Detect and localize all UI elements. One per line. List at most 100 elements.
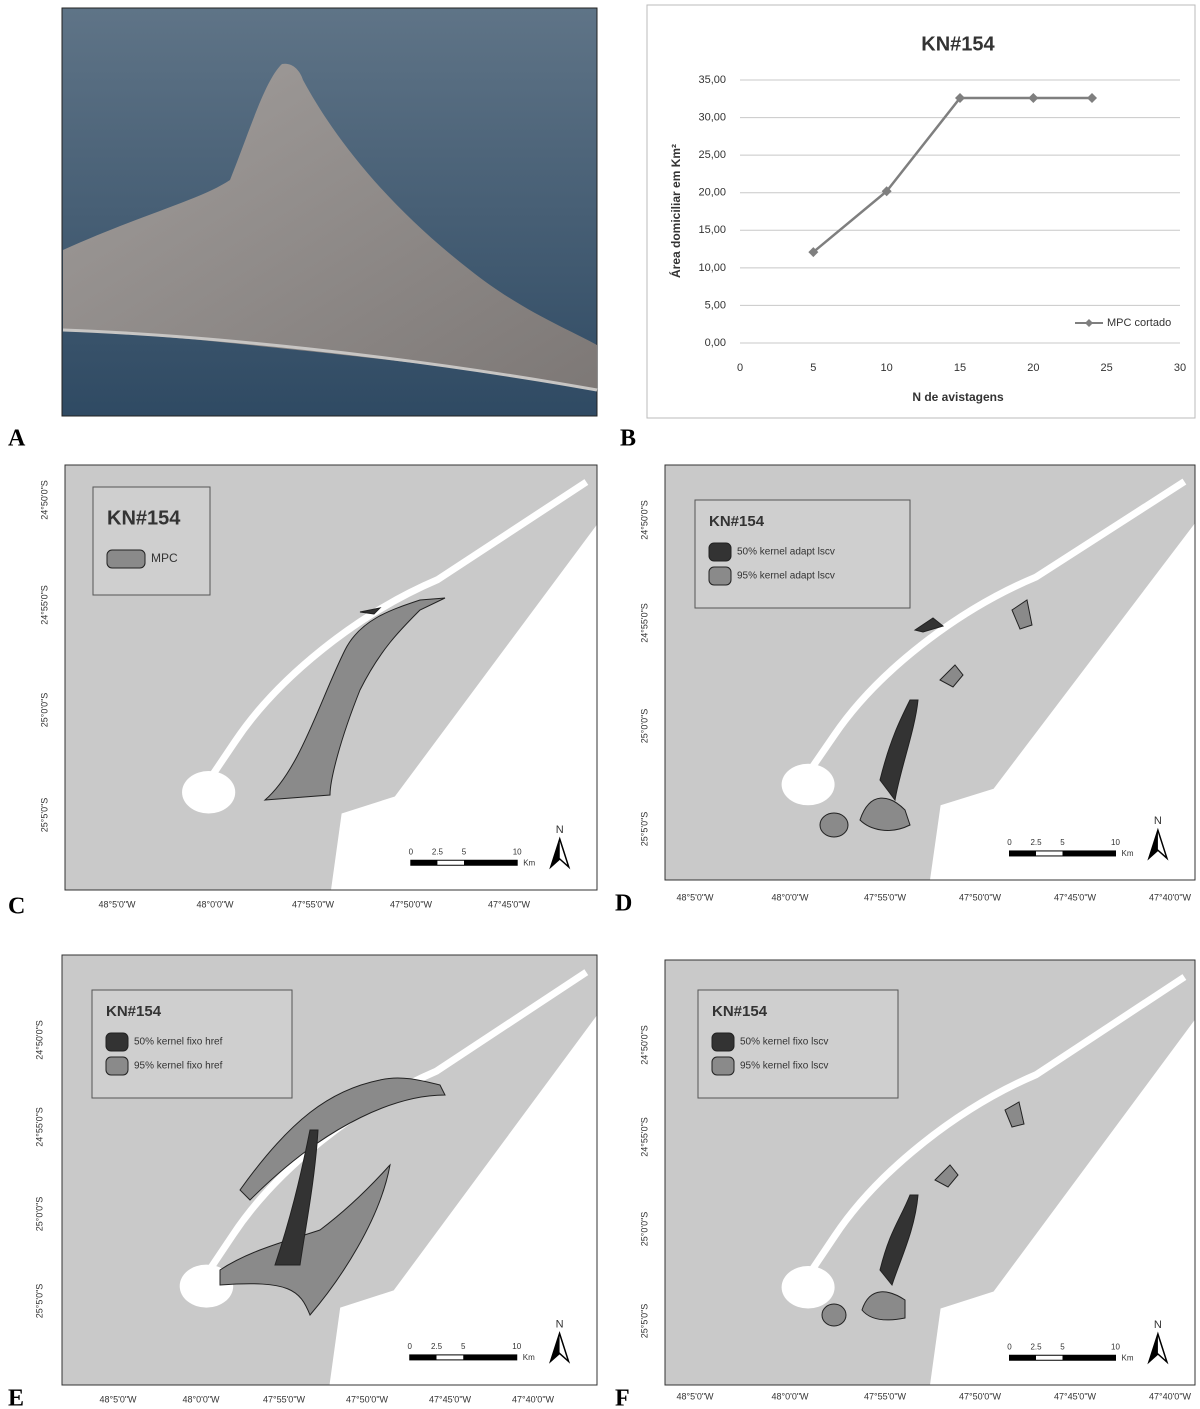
map-lagoon xyxy=(782,1266,835,1309)
map-legend-label: 95% kernel adapt lscv xyxy=(737,571,835,582)
x-axis-label: N de avistagens xyxy=(912,390,1004,404)
y-tick-label: 0,00 xyxy=(705,337,726,349)
y-tick-label: 10,00 xyxy=(698,262,726,274)
map-x-tick-label: 47°55'0"W xyxy=(292,899,335,909)
scale-label: Km xyxy=(523,1353,535,1362)
map-legend-swatch xyxy=(709,543,731,561)
map-legend-swatch xyxy=(106,1033,128,1051)
scale-label: 0 xyxy=(409,847,414,856)
map-y-tick-label: 24°55'0"S xyxy=(34,1107,44,1147)
scale-label: Km xyxy=(1122,849,1134,858)
map-x-tick-label: 47°40'0"W xyxy=(1149,892,1192,902)
map-legend-title: KN#154 xyxy=(106,1003,162,1020)
map: KN#154 MPC 48°5'0"W 48°0'0"W 47°55'0"W 47°50'… xyxy=(8,465,597,920)
panel-label: F xyxy=(615,1386,630,1409)
map-x-tick-label: 47°55'0"W xyxy=(263,1394,306,1404)
panel-label: D xyxy=(615,891,632,917)
map-lagoon xyxy=(782,764,835,806)
map-y-tick-label: 24°55'0"S xyxy=(39,585,49,625)
map-legend-label: 50% kernel fixo href xyxy=(134,1037,223,1048)
scale-label: 2.5 xyxy=(431,1342,443,1351)
north-label: N xyxy=(556,1318,564,1330)
scale-bar-fill xyxy=(410,1355,437,1360)
map-y-tick-label: 24°50'0"S xyxy=(639,1025,649,1065)
map-y-tick-label: 25°0'0"S xyxy=(34,1197,44,1232)
map-x-tick-label: 47°45'0"W xyxy=(1054,1391,1097,1401)
scale-label: 2.5 xyxy=(432,847,444,856)
map-legend-swatch xyxy=(712,1057,734,1075)
map-legend-title: KN#154 xyxy=(709,513,765,530)
x-tick-label: 5 xyxy=(810,362,816,374)
y-tick-label: 30,00 xyxy=(698,111,726,123)
y-tick-label: 25,00 xyxy=(698,149,726,161)
map-legend-swatch xyxy=(107,550,145,568)
scale-label: 10 xyxy=(1111,1342,1120,1351)
photo xyxy=(62,8,597,416)
map-x-tick-label: 47°50'0"W xyxy=(959,892,1002,902)
map-x-tick-label: 48°5'0"W xyxy=(99,1394,137,1404)
map-y-tick-label: 25°5'0"S xyxy=(639,812,649,847)
scale-label: 5 xyxy=(461,1342,466,1351)
map-legend-swatch xyxy=(106,1057,128,1075)
y-tick-label: 35,00 xyxy=(698,74,726,86)
map-x-tick-label: 48°0'0"W xyxy=(196,899,234,909)
map-y-tick-label: 25°5'0"S xyxy=(39,798,49,833)
x-tick-label: 20 xyxy=(1027,362,1039,374)
map-x-tick-label: 47°40'0"W xyxy=(1149,1391,1192,1401)
scale-label: 2.5 xyxy=(1030,1342,1042,1351)
map-y-tick-label: 24°50'0"S xyxy=(639,500,649,540)
map-y-tick-label: 24°50'0"S xyxy=(34,1020,44,1060)
map-legend-title: KN#154 xyxy=(107,507,181,529)
map-y-tick-label: 25°0'0"S xyxy=(39,693,49,728)
scale-label: 0 xyxy=(408,1342,413,1351)
chart-title: KN#154 xyxy=(921,33,995,55)
map-x-tick-label: 47°45'0"W xyxy=(488,899,531,909)
maps: KN#154 MPC 48°5'0"W 48°0'0"W 47°55'0"W 47°50'… xyxy=(8,465,1195,1409)
map-legend-label: 50% kernel fixo lscv xyxy=(740,1037,828,1048)
map: KN#154 50% kernel adapt lscv 95% kernel ad… xyxy=(615,465,1195,917)
map-legend-label: MPC xyxy=(151,551,178,565)
legend-label: MPC cortado xyxy=(1107,317,1171,329)
x-tick-label: 10 xyxy=(881,362,893,374)
scale-label: 5 xyxy=(1060,1342,1065,1351)
scale-bar-fill xyxy=(411,860,438,865)
scale-label: 5 xyxy=(1060,838,1065,847)
map-x-tick-label: 47°45'0"W xyxy=(429,1394,472,1404)
map-legend-label: 95% kernel fixo href xyxy=(134,1061,223,1072)
north-label: N xyxy=(1154,815,1162,827)
scale-label: 10 xyxy=(1111,838,1120,847)
figure: A B KN#154 N de avistagens Área domicili… xyxy=(0,0,1200,1409)
map-y-tick-label: 25°5'0"S xyxy=(639,1304,649,1339)
scale-bar-fill xyxy=(1063,851,1116,856)
scale-label: 2.5 xyxy=(1030,838,1042,847)
scale-label: Km xyxy=(523,858,535,867)
scale-label: 0 xyxy=(1007,1342,1012,1351)
map-legend-swatch xyxy=(709,567,731,585)
map-legend-label: 50% kernel adapt lscv xyxy=(737,547,835,558)
scale-label: 10 xyxy=(513,847,522,856)
map-x-tick-label: 47°50'0"W xyxy=(390,899,433,909)
x-tick-label: 15 xyxy=(954,362,966,374)
map-legend-title: KN#154 xyxy=(712,1003,768,1020)
scale-bar-fill xyxy=(1010,851,1037,856)
map-x-tick-label: 48°5'0"W xyxy=(98,899,136,909)
map: KN#154 50% kernel fixo href 95% kernel fix… xyxy=(8,955,597,1409)
map-x-tick-label: 48°0'0"W xyxy=(771,1391,809,1401)
map-x-tick-label: 47°55'0"W xyxy=(864,1391,907,1401)
scale-bar-fill xyxy=(463,1355,517,1360)
map-y-tick-label: 25°5'0"S xyxy=(34,1284,44,1319)
scale-label: 0 xyxy=(1007,838,1012,847)
kernel-area xyxy=(822,1304,846,1326)
map-y-tick-label: 25°0'0"S xyxy=(639,1212,649,1247)
map-x-tick-label: 48°5'0"W xyxy=(676,1391,714,1401)
panel-label: A xyxy=(8,426,26,452)
scale-bar-fill xyxy=(464,860,517,865)
map-x-tick-label: 47°40'0"W xyxy=(512,1394,555,1404)
map-legend-box xyxy=(93,487,210,595)
scale-label: 5 xyxy=(462,847,467,856)
y-axis-label: Área domiciliar em Km² xyxy=(668,144,683,278)
panel-label: C xyxy=(8,894,25,920)
map-x-tick-label: 48°0'0"W xyxy=(771,892,809,902)
map-y-tick-label: 25°0'0"S xyxy=(639,709,649,744)
